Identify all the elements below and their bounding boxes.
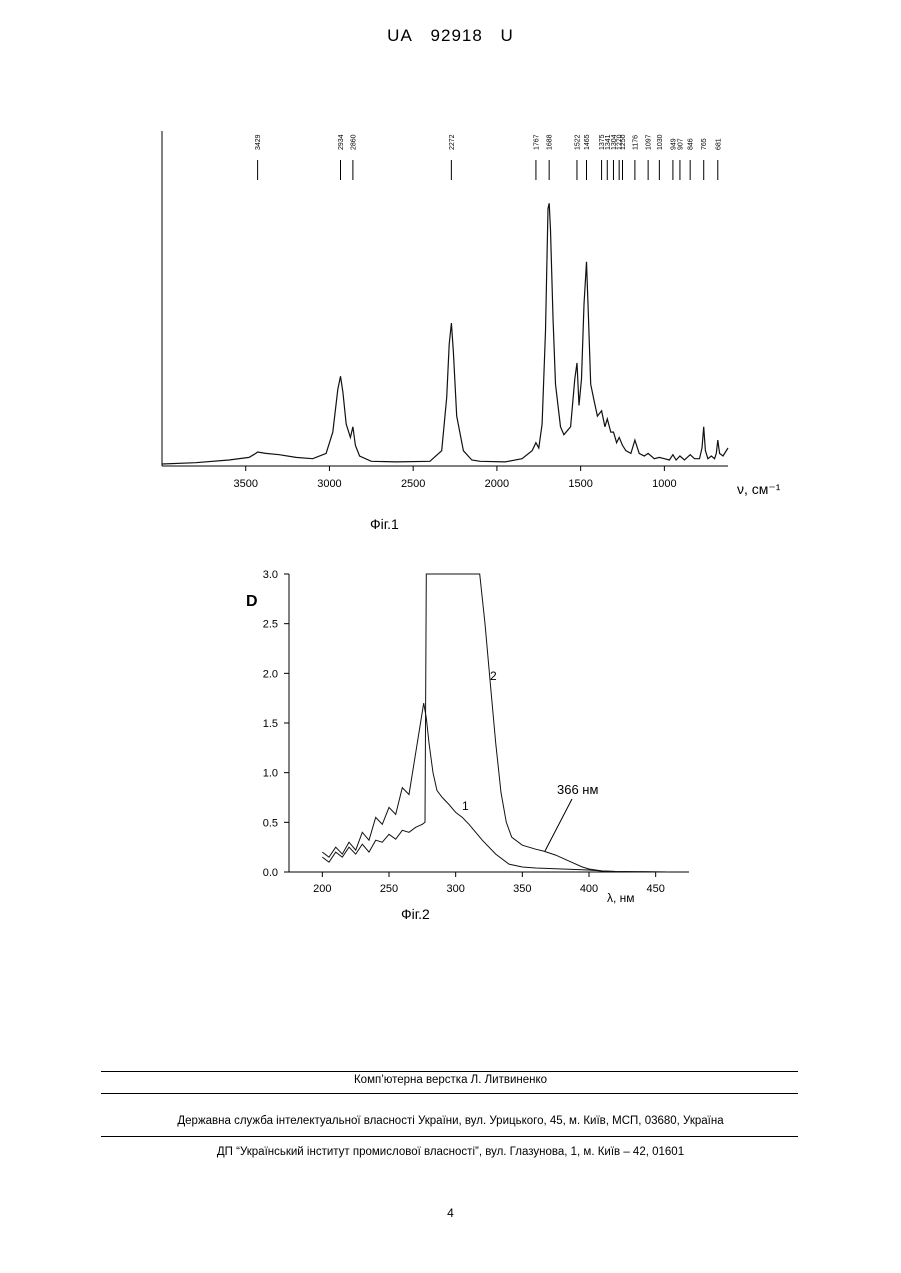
x-tick-label: 300: [446, 883, 464, 895]
x-tick-label: 250: [380, 883, 398, 895]
y-tick-label: 1.5: [263, 718, 278, 730]
footer-divider: [101, 1071, 798, 1072]
page-number: 4: [0, 1206, 901, 1220]
series-1-line: [322, 703, 669, 872]
series-2-label: 2: [490, 669, 497, 683]
uv-absorption-chart: 2002503003504004500.00.51.01.52.02.53.0 …: [0, 0, 901, 920]
footer-institute: ДП “Український інститут промислової вла…: [0, 1146, 901, 1158]
x-tick-label: 200: [313, 883, 331, 895]
y-tick-label: 3.0: [263, 569, 278, 581]
x-axis-label: λ, нм: [607, 891, 635, 905]
footer-divider: [101, 1093, 798, 1094]
x-tick-label: 350: [513, 883, 531, 895]
footer-office: Державна служба інтелектуальної власност…: [0, 1115, 901, 1127]
y-tick-label: 2.0: [263, 668, 278, 680]
series-2-line: [322, 574, 669, 872]
y-tick-label: 1.0: [263, 768, 278, 780]
annotation-arrow: [545, 799, 572, 851]
footer-divider: [101, 1136, 798, 1137]
footer-typesetting: Комп’ютерна верстка Л. Литвиненко: [0, 1074, 901, 1086]
y-tick-label: 0.0: [263, 867, 278, 879]
x-tick-label: 450: [646, 883, 664, 895]
y-axis-label: D: [246, 593, 258, 610]
wavelength-annotation: 366 нм: [557, 782, 598, 797]
x-tick-label: 400: [580, 883, 598, 895]
figure-2-caption: Фіг.2: [401, 906, 430, 922]
series-1-label: 1: [462, 799, 469, 813]
y-tick-label: 0.5: [263, 817, 278, 829]
y-tick-label: 2.5: [263, 619, 278, 631]
